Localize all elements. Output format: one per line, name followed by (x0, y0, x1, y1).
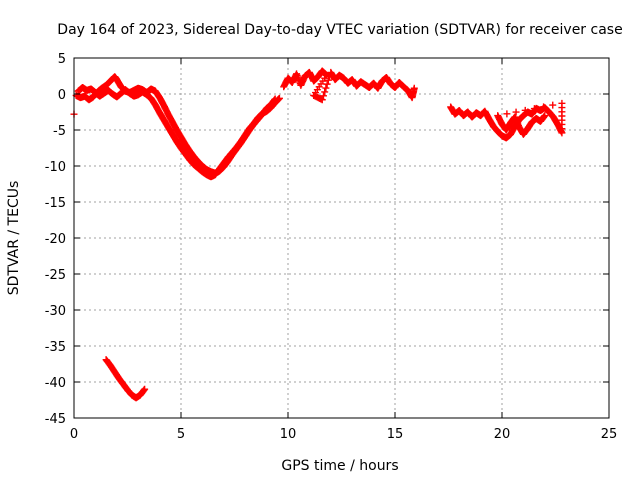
series-mid-day (280, 67, 418, 104)
x-tick-label: 15 (387, 427, 404, 442)
axis-ticks: 0 5 10 15 20 25 5 0 -5 -10 -15 -20 -25 -30 -35 -40 -45 (45, 52, 618, 442)
grid-lines (74, 58, 609, 418)
data-point (141, 385, 149, 393)
x-tick-label: 25 (601, 427, 618, 442)
y-tick-label: -25 (45, 268, 66, 283)
data-point (324, 76, 332, 84)
data-point (323, 80, 331, 88)
chart-title: Day 164 of 2023, Sidereal Day-to-day VTE… (57, 22, 622, 38)
data-point (540, 103, 548, 111)
y-tick-label: -45 (45, 412, 66, 427)
data-point (321, 88, 329, 96)
data-point (549, 101, 557, 109)
y-tick-label: -10 (45, 160, 66, 175)
data-point (318, 96, 326, 104)
y-tick-label: -40 (45, 376, 66, 391)
y-tick-label: -35 (45, 340, 66, 355)
y-axis-label: SDTVAR / TECUs (6, 181, 22, 296)
data-point (275, 94, 283, 102)
y-tick-label: -20 (45, 232, 66, 247)
y-tick-label: -15 (45, 196, 66, 211)
y-tick-label: 5 (58, 52, 66, 67)
series-low-outlier (102, 356, 149, 402)
y-tick-label: 0 (58, 88, 66, 103)
x-tick-label: 0 (70, 427, 78, 442)
y-tick-label: -30 (45, 304, 66, 319)
data-point (503, 110, 511, 118)
x-tick-label: 10 (280, 427, 297, 442)
data-point (319, 92, 327, 100)
x-tick-label: 5 (177, 427, 185, 442)
series-main-lower-branch (74, 84, 283, 181)
data-point (558, 99, 566, 107)
data-point (541, 112, 549, 120)
data-point (410, 84, 418, 92)
x-tick-label: 20 (494, 427, 511, 442)
data-point (512, 108, 520, 116)
data-point (322, 84, 330, 92)
data-point (521, 106, 529, 114)
data-points (70, 67, 566, 402)
x-axis-label: GPS time / hours (281, 458, 398, 474)
y-tick-label: -5 (53, 124, 66, 139)
data-point (530, 105, 538, 113)
series-evening (447, 99, 566, 142)
